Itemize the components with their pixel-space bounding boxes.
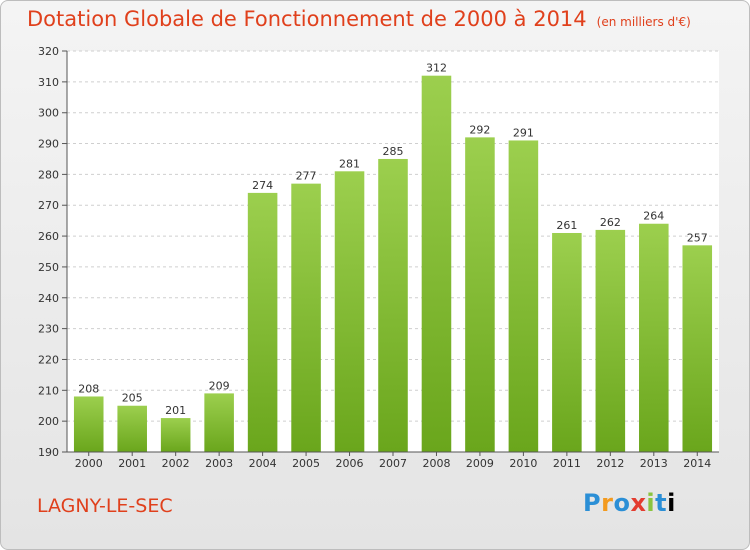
bar <box>291 183 321 452</box>
bar-value-label: 291 <box>513 126 534 139</box>
x-tick-label: 2012 <box>596 457 624 470</box>
y-tick-label: 200 <box>38 415 59 428</box>
bar-value-label: 277 <box>296 170 317 183</box>
y-tick-label: 290 <box>38 138 59 151</box>
bar <box>465 137 495 452</box>
y-tick-label: 220 <box>38 353 59 366</box>
y-tick-label: 270 <box>38 199 59 212</box>
y-tick-label: 310 <box>38 76 59 89</box>
x-tick-label: 2013 <box>640 457 668 470</box>
bar-value-label: 285 <box>383 145 404 158</box>
bar <box>421 75 452 452</box>
y-tick-label: 190 <box>38 446 59 459</box>
logo-letter: r <box>601 489 614 517</box>
chart-title: Dotation Globale de Fonctionnement de 20… <box>27 7 691 31</box>
logo-letter: P <box>583 489 602 517</box>
bar-value-label: 209 <box>209 379 230 392</box>
x-tick-label: 2008 <box>422 457 450 470</box>
bar <box>247 192 278 452</box>
bar-value-label: 201 <box>165 404 186 417</box>
x-tick-label: 2003 <box>205 457 233 470</box>
x-tick-label: 2002 <box>162 457 190 470</box>
x-tick-label: 2007 <box>379 457 407 470</box>
logo-letter: i <box>646 489 656 517</box>
y-tick-label: 320 <box>38 45 59 58</box>
bar-value-label: 262 <box>600 216 621 229</box>
x-tick-label: 2009 <box>466 457 494 470</box>
x-tick-label: 2006 <box>336 457 364 470</box>
y-tick-label: 300 <box>38 107 59 120</box>
bar <box>117 405 147 452</box>
bar-value-label: 257 <box>687 231 708 244</box>
x-tick-label: 2014 <box>683 457 711 470</box>
chart-unit: (en milliers d'€) <box>596 15 691 29</box>
x-tick-label: 2010 <box>509 457 537 470</box>
bar-value-label: 274 <box>252 179 273 192</box>
y-tick-label: 260 <box>38 230 59 243</box>
bar <box>682 245 713 452</box>
x-tick-label: 2001 <box>118 457 146 470</box>
bar <box>508 140 539 452</box>
x-tick-label: 2004 <box>249 457 277 470</box>
logo-letter: x <box>630 489 647 517</box>
bar-value-label: 208 <box>78 382 99 395</box>
bar <box>639 223 669 452</box>
proxiti-logo: Proxiti <box>583 489 676 517</box>
y-tick-label: 210 <box>38 384 59 397</box>
bar <box>378 158 408 452</box>
bar-value-label: 292 <box>469 123 490 136</box>
logo-letter: i <box>667 489 676 517</box>
y-tick-label: 230 <box>38 323 59 336</box>
bar <box>595 229 626 452</box>
bar-value-label: 261 <box>556 219 577 232</box>
x-tick-label: 2000 <box>75 457 103 470</box>
bar-value-label: 281 <box>339 157 360 170</box>
bar-value-label: 205 <box>122 392 143 405</box>
bar <box>73 396 104 452</box>
y-tick-label: 250 <box>38 261 59 274</box>
bar-value-label: 264 <box>643 210 664 223</box>
bar-value-label: 312 <box>426 62 447 75</box>
logo-letter: t <box>655 489 668 517</box>
place-name: LAGNY-LE-SEC <box>37 495 173 517</box>
x-tick-label: 2011 <box>553 457 581 470</box>
bar <box>552 232 582 452</box>
bar <box>334 171 365 453</box>
y-tick-label: 240 <box>38 292 59 305</box>
x-tick-label: 2005 <box>292 457 320 470</box>
logo-letter: o <box>613 489 631 517</box>
y-tick-label: 280 <box>38 168 59 181</box>
bar <box>204 393 234 452</box>
chart-title-text: Dotation Globale de Fonctionnement de 20… <box>27 7 587 31</box>
bar <box>160 418 191 452</box>
